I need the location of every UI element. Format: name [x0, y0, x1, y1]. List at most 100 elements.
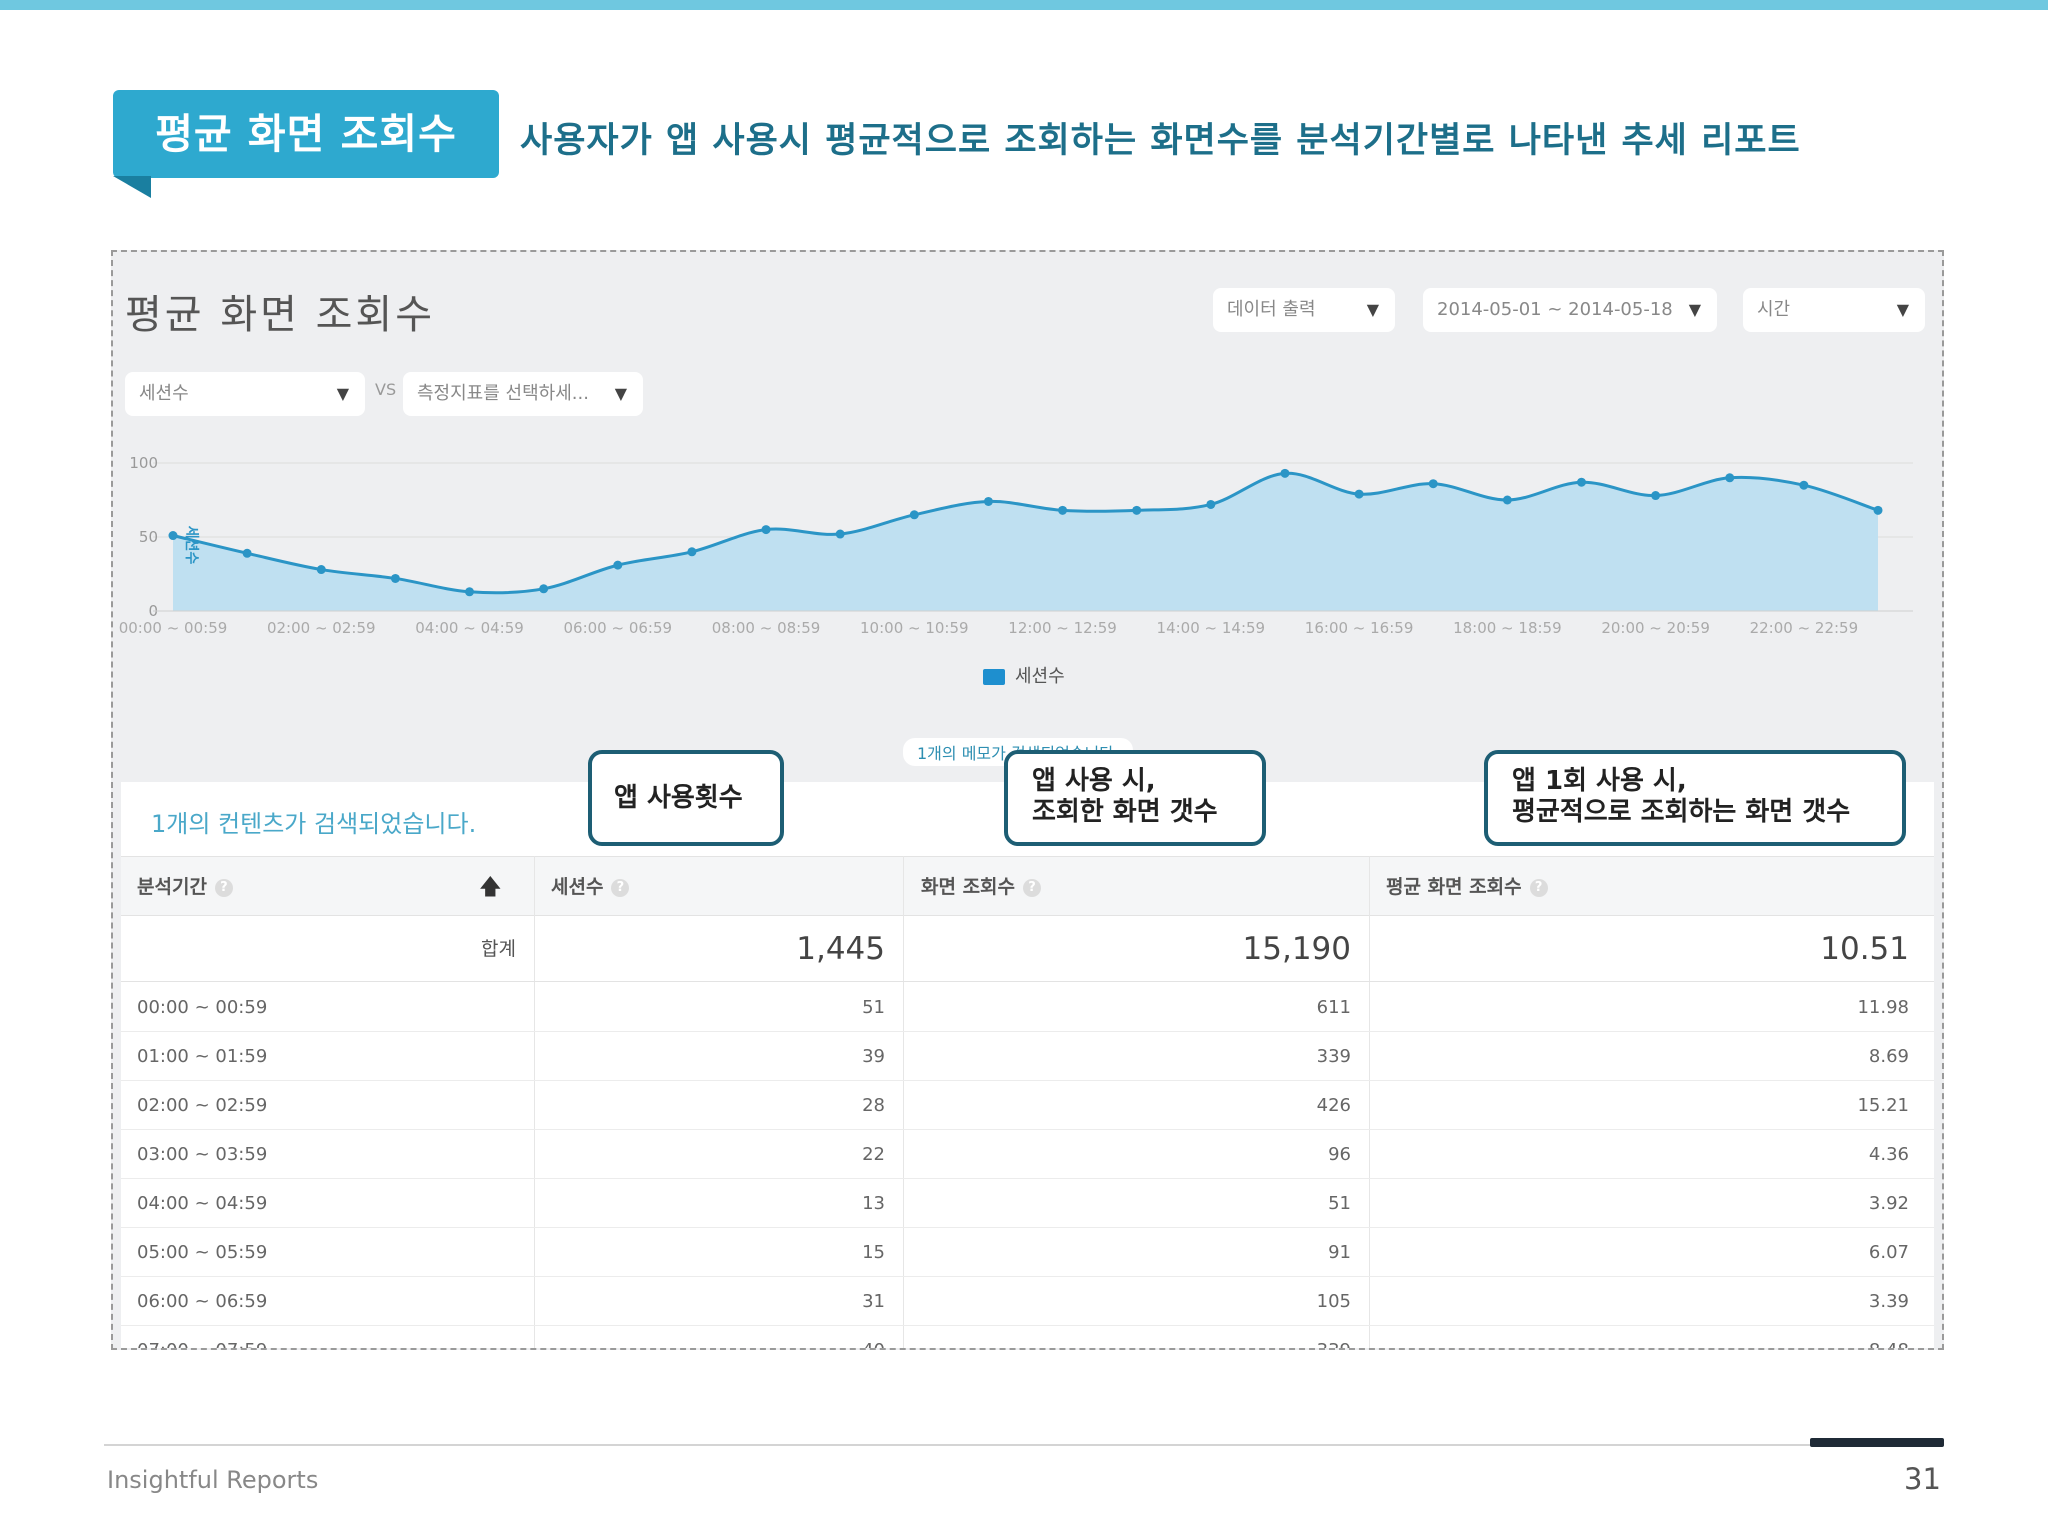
data-table: 1개의 컨텐츠가 검색되었습니다. 분석기간? 🡅 세션수? 화면 조회수? 평…	[121, 782, 1934, 1348]
x-tick-label: 20:00 ~ 20:59	[1601, 619, 1710, 637]
table-row: 03:00 ~ 03:59 22 96 4.36	[121, 1130, 1934, 1179]
cell-sessions: 28	[862, 1095, 885, 1116]
cell-avg-pageviews: 6.07	[1868, 1242, 1909, 1263]
footer-brand: Insightful Reports	[107, 1466, 319, 1494]
cell-period: 02:00 ~ 02:59	[137, 1095, 268, 1116]
cell-avg-pageviews: 8.69	[1868, 1046, 1909, 1067]
chevron-down-icon: ▼	[1366, 300, 1379, 319]
cell-sessions: 31	[862, 1291, 885, 1312]
chevron-down-icon: ▼	[336, 384, 349, 403]
cell-avg-pageviews: 3.39	[1868, 1291, 1909, 1312]
section-title-tag: 평균 화면 조회수	[113, 90, 499, 178]
data-point	[1058, 505, 1068, 515]
footer-divider	[104, 1444, 1944, 1446]
title-tag-tail	[113, 176, 151, 198]
cell-period: 07:00 ~ 07:59	[137, 1326, 267, 1348]
callout-sessions-text: 앱 사용횟수	[614, 783, 743, 813]
total-avg-pageviews: 10.51	[1820, 931, 1909, 967]
help-icon[interactable]: ?	[611, 878, 630, 897]
export-dropdown[interactable]: 데이터 출력 ▼	[1213, 288, 1395, 332]
data-point	[761, 525, 771, 535]
table-row: 05:00 ~ 05:59 15 91 6.07	[121, 1228, 1934, 1277]
data-point	[1725, 473, 1735, 483]
footer-accent-bar	[1810, 1438, 1944, 1447]
help-icon[interactable]: ?	[214, 878, 233, 897]
y-tick-label: 100	[129, 454, 158, 472]
callout-sessions: 앱 사용횟수	[588, 750, 784, 846]
top-accent-bar	[0, 0, 2048, 10]
total-row: 합계 1,445 15,190 10.51	[121, 916, 1934, 982]
cell-sessions: 40	[541, 1326, 885, 1348]
header-pageviews[interactable]: 화면 조회수?	[921, 857, 1042, 917]
x-tick-label: 04:00 ~ 04:59	[415, 619, 524, 637]
help-icon[interactable]: ?	[1529, 878, 1548, 897]
total-sessions: 1,445	[796, 931, 885, 967]
header-period[interactable]: 분석기간?	[137, 857, 233, 917]
chevron-down-icon: ▼	[614, 384, 627, 403]
header-sessions[interactable]: 세션수?	[551, 857, 630, 917]
cell-sessions: 22	[862, 1144, 885, 1165]
data-point	[1132, 505, 1142, 515]
content-count-text: 1개의 컨텐츠가 검색되었습니다.	[151, 810, 477, 838]
metric-dropdown-label: 세션수	[139, 383, 189, 404]
data-point	[1354, 489, 1364, 499]
cell-pageviews: 105	[1316, 1291, 1351, 1312]
cell-sessions: 51	[862, 997, 885, 1018]
cell-period: 03:00 ~ 03:59	[137, 1144, 268, 1165]
cell-avg-pageviews: 15.21	[1857, 1095, 1909, 1116]
data-point	[613, 560, 623, 570]
callout-avg-pageviews: 앱 1회 사용 시, 평균적으로 조회하는 화면 갯수	[1484, 750, 1906, 846]
cell-sessions: 39	[862, 1046, 885, 1067]
legend-swatch	[983, 669, 1005, 685]
data-point	[1651, 491, 1661, 501]
data-point	[1206, 499, 1216, 509]
table-row: 04:00 ~ 04:59 13 51 3.92	[121, 1179, 1934, 1228]
help-icon[interactable]: ?	[1023, 878, 1042, 897]
table-header: 분석기간? 🡅 세션수? 화면 조회수? 평균 화면 조회수?	[121, 856, 1934, 916]
callout-avg-line2: 평균적으로 조회하는 화면 갯수	[1512, 797, 1851, 827]
chart-legend: 세션수	[983, 662, 1065, 688]
cell-avg-pageviews: 11.98	[1857, 997, 1909, 1018]
cell-avg-pageviews: 4.36	[1868, 1144, 1909, 1165]
cell-pageviews: 426	[1316, 1095, 1351, 1116]
cell-pageviews: 96	[1328, 1144, 1351, 1165]
date-range-dropdown[interactable]: 2014-05-01 ~ 2014-05-18 ▼	[1423, 288, 1717, 332]
export-dropdown-label: 데이터 출력	[1227, 299, 1316, 320]
data-point	[1873, 505, 1883, 515]
header-avg-pageviews[interactable]: 평균 화면 조회수?	[1386, 857, 1548, 917]
data-point	[687, 547, 697, 557]
x-tick-label: 18:00 ~ 18:59	[1453, 619, 1562, 637]
data-point	[168, 531, 178, 541]
cell-sessions: 13	[862, 1193, 885, 1214]
cell-pageviews: 611	[1316, 997, 1351, 1018]
cell-period: 01:00 ~ 01:59	[137, 1046, 268, 1067]
x-tick-label: 06:00 ~ 06:59	[564, 619, 673, 637]
total-pageviews: 15,190	[1242, 931, 1351, 967]
data-point	[316, 565, 326, 575]
x-tick-label: 16:00 ~ 16:59	[1305, 619, 1414, 637]
cell-avg-pageviews: 3.92	[1868, 1193, 1909, 1214]
data-point	[465, 587, 475, 597]
cell-pageviews: 339	[911, 1326, 1351, 1348]
compare-metric-dropdown[interactable]: 측정지표를 선택하세... ▼	[403, 372, 643, 416]
data-point	[1428, 479, 1438, 489]
cell-sessions: 15	[862, 1242, 885, 1263]
metric-dropdown[interactable]: 세션수 ▼	[125, 372, 365, 416]
table-row: 06:00 ~ 06:59 31 105 3.39	[121, 1277, 1934, 1326]
data-point	[390, 573, 400, 583]
y-axis-label: 세션수	[183, 526, 200, 565]
table-row: 01:00 ~ 01:59 39 339 8.69	[121, 1032, 1934, 1081]
data-point	[835, 529, 845, 539]
x-tick-label: 08:00 ~ 08:59	[712, 619, 821, 637]
section-description: 사용자가 앱 사용시 평균적으로 조회하는 화면수를 분석기간별로 나타낸 추세…	[520, 121, 1801, 161]
table-row: 00:00 ~ 00:59 51 611 11.98	[121, 983, 1934, 1032]
granularity-dropdown[interactable]: 시간 ▼	[1743, 288, 1925, 332]
cell-pageviews: 91	[1328, 1242, 1351, 1263]
column-divider	[1369, 856, 1370, 1348]
sort-ascending-icon[interactable]: 🡅	[479, 875, 502, 900]
callout-pageviews: 앱 사용 시, 조회한 화면 갯수	[1004, 750, 1266, 846]
cell-period: 00:00 ~ 00:59	[137, 997, 268, 1018]
chevron-down-icon: ▼	[1896, 300, 1909, 319]
cell-period: 05:00 ~ 05:59	[137, 1242, 268, 1263]
